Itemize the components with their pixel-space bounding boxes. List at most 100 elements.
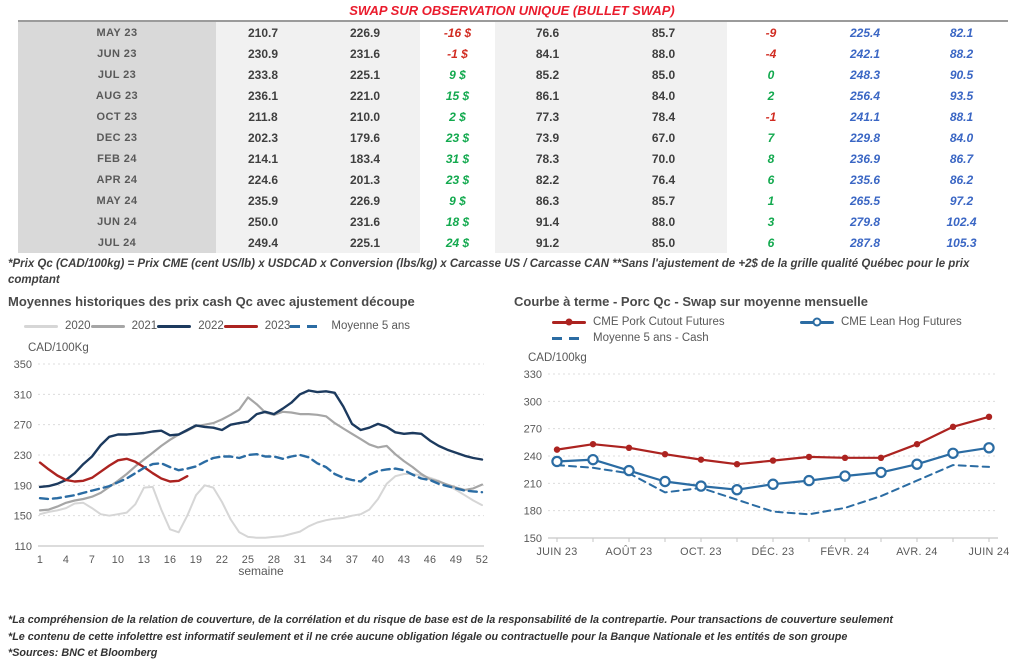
futures-cad-cell: 242.1 bbox=[849, 46, 881, 61]
historical-prices-chart-panel: Moyennes historiques des prix cash Qc av… bbox=[8, 294, 508, 585]
us-price-cell: 91.2 bbox=[535, 235, 560, 250]
svg-text:270: 270 bbox=[14, 420, 32, 432]
svg-text:OCT. 23: OCT. 23 bbox=[680, 546, 722, 558]
disclaimer-line: *La compréhension de la relation de couv… bbox=[8, 614, 894, 626]
svg-text:180: 180 bbox=[524, 506, 542, 518]
us-diff-cell: -9 bbox=[765, 25, 777, 40]
svg-text:40: 40 bbox=[372, 554, 385, 566]
historical-prices-line-chart: 110 150 190 230 270 310 350 1 4 7 10 13 16 19 22 25 28 31… bbox=[14, 359, 489, 578]
svg-text:210: 210 bbox=[524, 478, 542, 490]
legend-row: CME Pork Cutout Futures CME Lean Hog Futu… bbox=[552, 316, 1020, 328]
futures-us-cell: 88.2 bbox=[949, 46, 974, 61]
qc-price-cell: 236.1 bbox=[247, 88, 279, 103]
futures-cad-cell: 256.4 bbox=[849, 88, 881, 103]
qc-price-cell: 211.8 bbox=[248, 109, 278, 124]
qc-price-cell: 250.0 bbox=[247, 214, 279, 229]
legend-row: 2020 2021 2022 2023 Moyenne 5 ans bbox=[24, 320, 410, 332]
us-diff-cell: 6 bbox=[767, 235, 775, 250]
svg-text:150: 150 bbox=[524, 533, 542, 545]
svg-text:49: 49 bbox=[450, 554, 463, 566]
svg-text:310: 310 bbox=[14, 389, 32, 401]
swap-table-body: MAY 23 210.7 226.9 -16 $ 76.6 85.7 -9 225.4 82.1… bbox=[18, 22, 1008, 253]
table-row: APR 24 224.6 201.3 23 $ 82.2 76.4 6 235.6 86.2 bbox=[18, 169, 1008, 190]
us-swap-cell: 85.7 bbox=[651, 25, 676, 40]
month-cell: JUN 24 bbox=[97, 215, 137, 228]
us-price-cell: 82.2 bbox=[535, 172, 560, 187]
month-cell: JUN 23 bbox=[97, 47, 137, 60]
legend-item-2021: 2021 bbox=[90, 320, 157, 332]
qc-swap-cell: 210.0 bbox=[349, 109, 381, 124]
table-row: MAY 24 235.9 226.9 9 $ 86.3 85.7 1 265.5 97.2 bbox=[18, 190, 1008, 211]
line-swatch bbox=[157, 321, 192, 331]
us-diff-cell: 2 bbox=[767, 88, 775, 103]
svg-text:190: 190 bbox=[14, 480, 32, 492]
month-cell: OCT 23 bbox=[96, 110, 138, 123]
historical-chart-y-unit: CAD/100Kg bbox=[28, 342, 89, 354]
svg-text:330: 330 bbox=[524, 369, 542, 381]
marker-line-swatch bbox=[552, 317, 586, 327]
qc-price-cell: 202.3 bbox=[247, 130, 279, 145]
qc-diff-cell: 9 $ bbox=[449, 67, 466, 82]
qc-swap-cell: 226.9 bbox=[349, 25, 381, 40]
us-price-cell: 86.3 bbox=[535, 193, 560, 208]
forward-curve-chart-panel: Courbe à terme - Porc Qc - Swap sur moye… bbox=[514, 294, 1020, 573]
disclaimer-footer: *La compréhension de la relation de couv… bbox=[8, 612, 1018, 662]
us-swap-cell: 85.0 bbox=[651, 67, 676, 82]
qc-diff-cell: -1 $ bbox=[447, 46, 468, 61]
legend-item-moyenne-5-ans-cash: Moyenne 5 ans - Cash bbox=[552, 332, 800, 344]
dashed-line-swatch bbox=[552, 333, 586, 343]
qc-swap-cell: 183.4 bbox=[349, 151, 381, 166]
svg-text:4: 4 bbox=[63, 554, 69, 566]
qc-swap-cell: 231.6 bbox=[349, 46, 381, 61]
legend-item-2020: 2020 bbox=[24, 320, 91, 332]
us-diff-cell: 0 bbox=[767, 67, 775, 82]
legend-item-cme-pork-cutout-futures: CME Pork Cutout Futures bbox=[552, 316, 800, 328]
svg-text:52: 52 bbox=[476, 554, 489, 566]
page-title: SWAP SUR OBSERVATION UNIQUE (BULLET SWAP… bbox=[349, 3, 675, 18]
svg-text:AVR. 24: AVR. 24 bbox=[896, 546, 938, 558]
us-price-cell: 84.1 bbox=[535, 46, 560, 61]
us-diff-cell: 3 bbox=[767, 214, 775, 229]
line-swatch bbox=[223, 321, 258, 331]
legend-label: 2023 bbox=[264, 320, 291, 332]
futures-cad-cell: 236.9 bbox=[849, 151, 881, 166]
svg-text:10: 10 bbox=[112, 554, 125, 566]
table-row: JUN 23 230.9 231.6 -1 $ 84.1 88.0 -4 242.1 88.2 bbox=[18, 43, 1008, 64]
us-price-cell: 91.4 bbox=[535, 214, 560, 229]
us-swap-cell: 88.0 bbox=[651, 214, 676, 229]
us-swap-cell: 85.0 bbox=[651, 235, 676, 250]
svg-text:semaine: semaine bbox=[238, 564, 284, 578]
line-swatch bbox=[24, 321, 58, 331]
qc-price-cell: 249.4 bbox=[247, 235, 279, 250]
qc-price-cell: 230.9 bbox=[247, 46, 279, 61]
month-cell: APR 24 bbox=[96, 173, 138, 186]
svg-text:31: 31 bbox=[294, 554, 307, 566]
qc-swap-cell: 179.6 bbox=[349, 130, 381, 145]
svg-text:13: 13 bbox=[138, 554, 151, 566]
svg-text:240: 240 bbox=[524, 451, 542, 463]
legend-label: 2020 bbox=[65, 320, 91, 332]
svg-text:16: 16 bbox=[164, 554, 177, 566]
us-swap-cell: 84.0 bbox=[651, 88, 676, 103]
qc-price-cell: 224.6 bbox=[247, 172, 279, 187]
us-swap-cell: 67.0 bbox=[651, 130, 676, 145]
qc-swap-cell: 226.9 bbox=[349, 193, 381, 208]
disclaimer-line: *Le contenu de cette infolettre est info… bbox=[8, 630, 848, 643]
qc-price-cell: 233.8 bbox=[247, 67, 279, 82]
qc-diff-cell: 2 $ bbox=[449, 109, 466, 124]
table-row: OCT 23 211.8 210.0 2 $ 77.3 78.4 -1 241.1 88.1 bbox=[18, 106, 1008, 127]
svg-text:270: 270 bbox=[524, 424, 542, 436]
qc-swap-cell: 231.6 bbox=[349, 214, 381, 229]
marker-line-swatch bbox=[800, 317, 834, 327]
table-row: MAY 23 210.7 226.9 -16 $ 76.6 85.7 -9 225.4 82.1 bbox=[18, 22, 1008, 43]
legend-label: CME Pork Cutout Futures bbox=[593, 316, 725, 328]
qc-price-cell: 210.7 bbox=[247, 25, 279, 40]
us-price-cell: 73.9 bbox=[535, 130, 560, 145]
legend-item-2022: 2022 bbox=[157, 320, 224, 332]
us-price-cell: 76.6 bbox=[535, 25, 560, 40]
qc-swap-cell: 201.3 bbox=[349, 172, 381, 187]
forward-curve-chart-y-unit: CAD/100kg bbox=[528, 352, 587, 364]
legend-item-2023: 2023 bbox=[223, 320, 291, 332]
line-swatch bbox=[90, 321, 125, 331]
